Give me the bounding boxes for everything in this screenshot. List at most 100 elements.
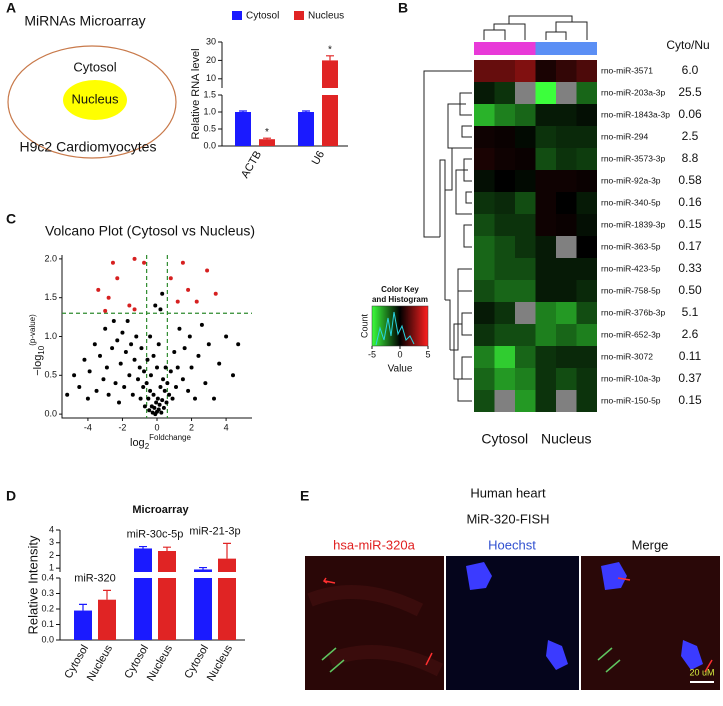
row-dendrogram xyxy=(423,70,472,402)
y-tick-label: 1.0 xyxy=(44,331,57,341)
y-tick-label: 0.5 xyxy=(44,370,57,380)
heatmap-cell xyxy=(494,324,515,346)
y-tick-label: 2.0 xyxy=(44,253,57,263)
group-label: miR-21-3p xyxy=(189,525,240,537)
bar xyxy=(134,548,152,572)
channel-label: Merge xyxy=(632,537,669,552)
ratio-value: 0.50 xyxy=(678,283,702,297)
heatmap-cell xyxy=(494,302,515,324)
heatmap-cell xyxy=(494,390,515,412)
heatmap-cell xyxy=(576,60,597,82)
point xyxy=(130,392,135,397)
ratio-value: 0.06 xyxy=(678,107,702,121)
error-bar xyxy=(263,137,271,140)
chart-title: Microarray xyxy=(132,504,189,516)
point xyxy=(224,334,229,339)
green-arrows xyxy=(321,647,621,673)
x-tick-label: ACTB xyxy=(239,149,264,180)
legend-swatch xyxy=(294,11,304,20)
row-label: rno-miR-652-3p xyxy=(601,329,661,339)
error-bar xyxy=(239,110,247,112)
y-tick-label: 30 xyxy=(206,36,216,46)
group-label: Cytosol xyxy=(481,431,528,447)
point xyxy=(137,365,142,370)
heatmap-cell xyxy=(474,390,495,412)
heatmap-cell xyxy=(556,324,577,346)
point xyxy=(118,361,123,366)
group-label: miR-30c-5p xyxy=(127,528,184,540)
bar xyxy=(194,578,212,640)
y-tick-label: 1.0 xyxy=(203,106,216,116)
point xyxy=(110,260,115,265)
point xyxy=(127,303,132,308)
heatmap-cell xyxy=(515,126,536,148)
point xyxy=(175,299,180,304)
group-color-bar xyxy=(474,42,536,55)
ratio-value: 25.5 xyxy=(678,85,702,99)
point xyxy=(193,396,197,401)
cell-outline xyxy=(7,45,177,159)
y-tick-label: 10 xyxy=(206,73,216,83)
heatmap-cell xyxy=(576,104,597,126)
legend-label: Cytosol xyxy=(246,11,279,22)
point xyxy=(103,308,108,313)
chart-title: Volcano Plot (Cytosol vs Nucleus) xyxy=(45,223,255,239)
point xyxy=(164,400,169,405)
image-subtitle: MiR-320-FISH xyxy=(466,511,549,526)
point xyxy=(180,260,185,265)
y-tick-label: 1 xyxy=(49,563,54,573)
heatmap-cell xyxy=(515,390,536,412)
label-sub: 10 xyxy=(37,345,46,354)
point xyxy=(213,291,218,296)
point xyxy=(94,388,99,393)
y-tick-label: 0.1 xyxy=(41,619,54,629)
point xyxy=(158,384,163,389)
point xyxy=(148,388,153,393)
key-xlabel: Value xyxy=(388,364,413,375)
point xyxy=(187,334,192,339)
point xyxy=(203,381,208,386)
point xyxy=(113,381,118,386)
heatmap-cell xyxy=(535,214,556,236)
row-label: rno-miR-340-5p xyxy=(601,197,661,207)
key-ylabel: Count xyxy=(359,314,369,339)
bar xyxy=(322,95,338,146)
heatmap-cell xyxy=(515,82,536,104)
point xyxy=(72,373,77,378)
axis-label: log2Foldchange xyxy=(130,433,192,451)
row-label: rno-miR-10a-3p xyxy=(601,373,661,383)
heatmap-cell xyxy=(556,368,577,390)
heatmap-cell xyxy=(474,368,495,390)
bar xyxy=(158,578,176,640)
heatmap-cell xyxy=(556,236,577,258)
row-label: rno-miR-363-5p xyxy=(601,241,661,251)
ratio-value: 2.5 xyxy=(682,129,699,143)
heatmap-cell xyxy=(576,170,597,192)
row-label: rno-miR-294 xyxy=(601,131,649,141)
heatmap-cell xyxy=(494,104,515,126)
point xyxy=(160,291,165,296)
heatmap-cell xyxy=(535,170,556,192)
heatmap-cell xyxy=(515,280,536,302)
bar xyxy=(218,558,236,572)
heatmap-cell xyxy=(576,192,597,214)
row-label: rno-miR-150-5p xyxy=(601,395,661,405)
ratio-value: 0.17 xyxy=(678,239,702,253)
group-color-bar xyxy=(535,42,597,55)
point xyxy=(87,369,92,374)
point xyxy=(174,384,178,389)
heatmap-cell xyxy=(576,148,597,170)
point xyxy=(175,365,180,370)
heatmap-cell xyxy=(535,390,556,412)
legend-swatch xyxy=(232,11,242,20)
row-label: rno-miR-3573-3p xyxy=(601,153,666,163)
point xyxy=(134,334,139,339)
point xyxy=(77,384,82,389)
point xyxy=(165,381,170,386)
point xyxy=(125,318,130,323)
point xyxy=(194,299,199,304)
heatmap-cell xyxy=(576,258,597,280)
heatmap-cell xyxy=(535,302,556,324)
label-sup: (p-value) xyxy=(28,314,37,346)
heatmap-cell xyxy=(556,346,577,368)
